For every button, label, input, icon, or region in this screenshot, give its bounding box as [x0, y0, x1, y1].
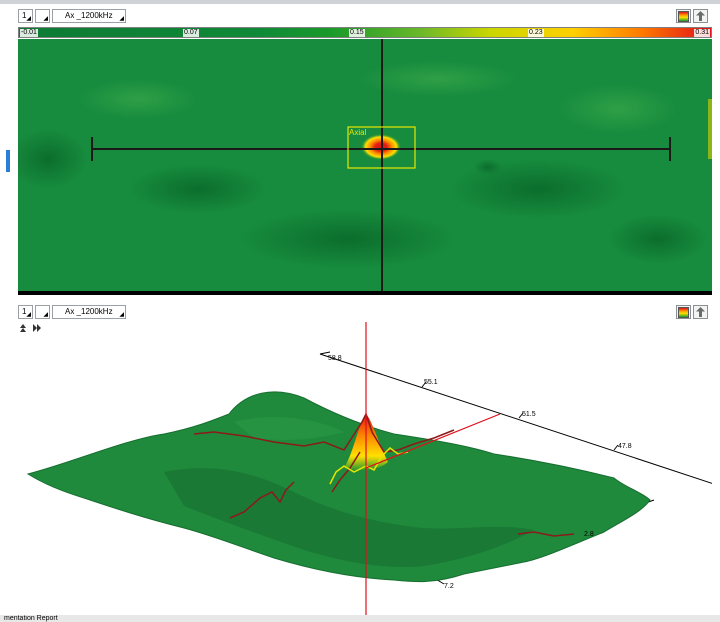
status-text: mentation Report [4, 615, 58, 622]
axis-label: 47.8 [618, 443, 632, 450]
color-scale-tick: 0.31 [694, 29, 710, 37]
3d-view-toolbar: 1 ◢ ◢ Ax _1200kHz ◢ [14, 304, 712, 322]
trace-primary-lower [517, 531, 575, 537]
heatmap-shading [358, 61, 518, 97]
dropdown-corner-icon: ◢ [43, 312, 48, 318]
scroll-up-button[interactable] [693, 9, 708, 23]
dropdown-corner-icon: ◢ [119, 16, 124, 22]
probe-marker-horizontal[interactable] [365, 413, 501, 469]
signal-select-value: Ax _1200kHz [65, 307, 113, 316]
dropdown-corner-icon: ◢ [26, 16, 31, 22]
splitter-handle[interactable] [6, 150, 10, 172]
secondary-select[interactable]: ◢ [35, 305, 50, 319]
axis-frame-line [319, 351, 331, 355]
heatmap-shading [474, 159, 502, 175]
palette-button[interactable] [676, 9, 691, 23]
scroll-up-button[interactable] [693, 305, 708, 319]
surface-shading [234, 417, 344, 440]
c-scan-heatmap[interactable]: Axial [18, 39, 712, 294]
fast-forward-icon[interactable] [33, 324, 41, 332]
dropdown-corner-icon: ◢ [26, 312, 31, 318]
heatmap-bottom-border [18, 291, 712, 295]
axis-label: 51.5 [522, 411, 536, 418]
color-scale-tick: 0.23 [528, 29, 544, 37]
arrow-up-icon [696, 11, 705, 21]
arrow-up-icon [696, 307, 705, 317]
trace-secondary [329, 447, 409, 485]
axis-frame-line [319, 353, 712, 484]
trace-primary [193, 412, 455, 453]
dropdown-corner-icon: ◢ [43, 16, 48, 22]
channel-select[interactable]: 1 ◢ [18, 305, 33, 319]
heatmap-shading [558, 84, 678, 134]
window-top-edge [0, 0, 720, 4]
signal-select-value: Ax _1200kHz [65, 11, 113, 20]
surface-shading [164, 468, 534, 568]
c-scan-toolbar: 1 ◢ ◢ Ax _1200kHz ◢ [14, 8, 712, 26]
heatmap-shading [18, 129, 88, 189]
color-scale-tick: 0.07 [183, 29, 199, 37]
axis-tick [421, 381, 427, 388]
axis-label: 58.8 [328, 355, 342, 362]
channel-select-value: 1 [22, 307, 27, 316]
signal-select[interactable]: Ax _1200kHz ◢ [52, 305, 126, 319]
signal-select[interactable]: Ax _1200kHz ◢ [52, 9, 126, 23]
axis-label: 7.2 [444, 583, 454, 590]
c-scan-panel: 1 ◢ ◢ Ax _1200kHz ◢ -0.01 0.07 0.15 0.23… [14, 8, 712, 298]
heatmap-shading [608, 214, 708, 264]
palette-button[interactable] [676, 305, 691, 319]
color-scale-bar: -0.01 0.07 0.15 0.23 0.31 [18, 27, 712, 38]
channel-select[interactable]: 1 ◢ [18, 9, 33, 23]
dropdown-corner-icon: ◢ [119, 312, 124, 318]
palette-icon [678, 306, 689, 318]
heatmap-shading [238, 209, 458, 269]
status-bar: mentation Report [0, 615, 720, 622]
3d-view-panel: 1 ◢ ◢ Ax _1200kHz ◢ [14, 304, 712, 620]
trace-primary-lower [331, 451, 361, 493]
secondary-select[interactable]: ◢ [35, 9, 50, 23]
color-scale-tick: 0.15 [349, 29, 365, 37]
axis-label: 2.8 [584, 531, 594, 538]
3d-surface-view[interactable]: 58.8 55.1 51.5 47.8 2.8 7.2 [14, 322, 712, 620]
rotate-up-icon[interactable] [20, 324, 26, 332]
color-scale-tick: -0.01 [20, 29, 38, 37]
heatmap-shading [78, 79, 198, 119]
trace-primary-lower [229, 481, 295, 519]
heatmap-right-edge [708, 99, 712, 159]
axis-tick [518, 412, 524, 419]
palette-icon [678, 10, 689, 22]
roi-label: Axial [349, 128, 367, 137]
axis-tick [613, 444, 619, 451]
heatmap-shading [128, 164, 268, 214]
roi-box[interactable] [347, 126, 416, 169]
channel-select-value: 1 [22, 11, 27, 20]
axis-label: 55.1 [424, 379, 438, 386]
